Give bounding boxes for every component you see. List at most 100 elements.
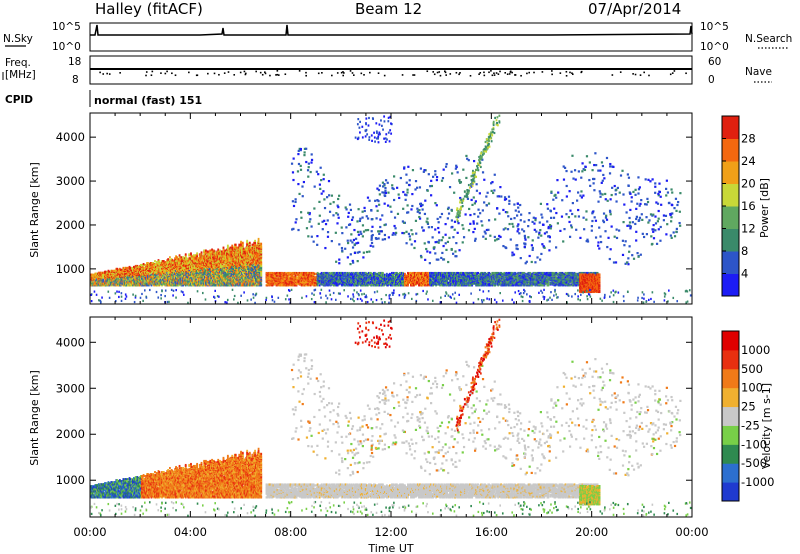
power-cell xyxy=(260,251,263,254)
nave-point xyxy=(438,71,441,73)
power-cell xyxy=(220,250,223,253)
power-cell xyxy=(205,249,207,252)
power-cell xyxy=(229,246,232,249)
nave-point xyxy=(571,73,574,76)
nave-point xyxy=(514,74,517,76)
nave-point xyxy=(351,72,354,74)
nave-point xyxy=(243,70,246,73)
power-cell xyxy=(254,239,256,243)
nave-point xyxy=(504,71,507,74)
nave-point xyxy=(432,71,435,73)
nave-point xyxy=(565,70,568,73)
nave-point xyxy=(433,73,436,76)
nave-point xyxy=(166,70,168,73)
nave-point xyxy=(233,74,236,76)
power-cell xyxy=(125,266,127,270)
power-cell xyxy=(224,249,227,252)
noise-tick-left-low: 10^0 xyxy=(52,41,81,53)
nave-point xyxy=(569,71,571,74)
title-beam: Beam 12 xyxy=(355,0,422,18)
nave-point xyxy=(239,71,242,74)
nave-point xyxy=(648,74,650,77)
power-cell xyxy=(142,262,145,266)
power-cell xyxy=(211,248,213,251)
nave-point xyxy=(444,70,446,73)
nave-point xyxy=(349,70,352,72)
nave-point xyxy=(298,70,301,72)
noise-panel: N.Sky 10^5 10^0 10^5 10^0 N.Search xyxy=(3,21,792,53)
power-cell xyxy=(102,278,105,281)
power-cell xyxy=(209,249,212,252)
power-cell xyxy=(222,250,225,253)
power-cell xyxy=(257,265,260,269)
power-cell xyxy=(108,270,111,273)
nave-point xyxy=(102,73,105,75)
noise-panel-frame xyxy=(89,22,693,52)
power-cell xyxy=(190,255,193,258)
power-cell xyxy=(260,259,263,262)
nave-point xyxy=(619,71,622,73)
nave-point xyxy=(305,71,307,74)
power-cell xyxy=(257,237,260,241)
power-data-layer xyxy=(90,114,692,304)
nave-point xyxy=(483,71,485,74)
nave-point xyxy=(106,72,108,75)
nave-point xyxy=(223,72,226,74)
nave-point xyxy=(491,74,494,77)
freq-unit-label: [MHz] xyxy=(5,69,36,81)
nave-point xyxy=(506,73,509,76)
nave-point xyxy=(377,72,380,74)
nsky-trace xyxy=(90,24,693,36)
nave-point xyxy=(369,71,371,74)
power-cell xyxy=(206,270,209,273)
power-cell xyxy=(188,253,191,256)
freq-panel: Freq. [MHz] 18 8 60 0 Nave xyxy=(2,55,772,86)
nave-point xyxy=(352,74,355,76)
nave-point xyxy=(218,73,220,76)
power-cell xyxy=(158,260,161,263)
nave-point xyxy=(528,71,531,74)
power-cell xyxy=(206,250,209,253)
power-cell xyxy=(242,247,245,250)
nave-point xyxy=(264,71,266,74)
power-cell xyxy=(226,247,229,250)
power-cell xyxy=(241,271,244,274)
nave-point xyxy=(526,72,528,75)
nave-point xyxy=(108,73,111,75)
nave-point xyxy=(331,74,333,77)
power-cell xyxy=(231,244,234,247)
nave-point xyxy=(478,73,480,76)
nave-point xyxy=(360,72,363,75)
nave-point xyxy=(559,72,562,74)
power-cell xyxy=(196,252,199,255)
nave-point xyxy=(541,71,544,73)
nave-point xyxy=(160,72,162,74)
nave-point xyxy=(671,72,674,74)
nave-point xyxy=(493,72,495,75)
nave-point xyxy=(497,73,500,75)
nave-point xyxy=(634,73,637,76)
nave-point xyxy=(277,74,280,76)
nave-point xyxy=(276,73,279,76)
power-cell xyxy=(254,244,256,247)
nave-point xyxy=(445,74,447,76)
power-cell xyxy=(118,270,121,273)
nave-point xyxy=(455,71,458,74)
nsky-label: N.Sky xyxy=(3,33,33,45)
freq-tick-low: 8 xyxy=(72,74,79,86)
nave-point xyxy=(509,71,512,73)
power-cell xyxy=(190,252,192,255)
power-cell xyxy=(240,240,242,243)
noise-tick-left-high: 10^5 xyxy=(52,21,81,33)
nave-point xyxy=(119,72,121,74)
nave-point xyxy=(499,70,501,73)
power-cell xyxy=(217,250,220,253)
cpid-label: CPID xyxy=(5,94,33,106)
nave-point xyxy=(321,72,323,74)
power-cell xyxy=(176,256,178,259)
power-cell xyxy=(260,242,263,245)
nave-tick-low: 0 xyxy=(708,74,715,86)
nave-point xyxy=(580,71,583,74)
power-cell xyxy=(194,258,197,261)
